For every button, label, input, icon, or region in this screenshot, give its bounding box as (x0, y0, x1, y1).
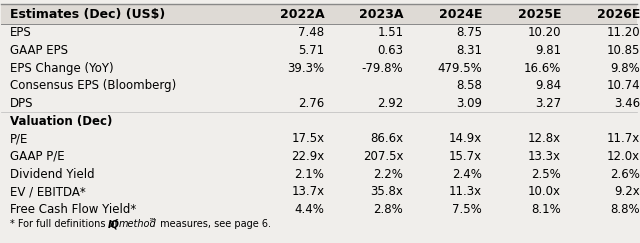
FancyBboxPatch shape (1, 148, 637, 165)
Text: 9.84: 9.84 (535, 79, 561, 92)
Text: 16.6%: 16.6% (524, 62, 561, 75)
Text: 8.8%: 8.8% (611, 203, 640, 216)
Text: 2.4%: 2.4% (452, 168, 483, 181)
Text: Dividend Yield: Dividend Yield (10, 168, 95, 181)
Text: GAAP EPS: GAAP EPS (10, 44, 68, 57)
Text: 3.09: 3.09 (456, 97, 483, 110)
Text: 11.7x: 11.7x (607, 132, 640, 145)
Text: 2025E: 2025E (518, 8, 561, 21)
Text: IQ: IQ (108, 219, 120, 229)
Text: 0.63: 0.63 (378, 44, 403, 57)
Text: 22.9x: 22.9x (291, 150, 324, 163)
Text: 14.9x: 14.9x (449, 132, 483, 145)
Text: 5.71: 5.71 (298, 44, 324, 57)
Text: 8.75: 8.75 (456, 26, 483, 39)
Text: 3.27: 3.27 (535, 97, 561, 110)
Text: 2.92: 2.92 (377, 97, 403, 110)
Text: 2.8%: 2.8% (374, 203, 403, 216)
Text: 9.2x: 9.2x (614, 185, 640, 198)
Text: 10.0x: 10.0x (528, 185, 561, 198)
Text: 3.46: 3.46 (614, 97, 640, 110)
Text: 2.76: 2.76 (298, 97, 324, 110)
Text: 4.4%: 4.4% (294, 203, 324, 216)
Text: 13.7x: 13.7x (291, 185, 324, 198)
Text: 11.3x: 11.3x (449, 185, 483, 198)
Text: 8.31: 8.31 (456, 44, 483, 57)
Text: 2.6%: 2.6% (610, 168, 640, 181)
FancyBboxPatch shape (1, 200, 637, 218)
Text: 2.5%: 2.5% (531, 168, 561, 181)
Text: Valuation (Dec): Valuation (Dec) (10, 115, 113, 128)
Text: 2026E: 2026E (596, 8, 640, 21)
Text: P/E: P/E (10, 132, 29, 145)
Text: 11.20: 11.20 (606, 26, 640, 39)
Text: 8.58: 8.58 (456, 79, 483, 92)
Text: measures, see page 6.: measures, see page 6. (157, 219, 271, 229)
Text: 9.8%: 9.8% (611, 62, 640, 75)
FancyBboxPatch shape (1, 130, 637, 148)
Text: 86.6x: 86.6x (371, 132, 403, 145)
Text: 479.5%: 479.5% (438, 62, 483, 75)
Text: 2.2%: 2.2% (374, 168, 403, 181)
Text: 2023A: 2023A (359, 8, 403, 21)
Text: 2022A: 2022A (280, 8, 324, 21)
FancyBboxPatch shape (1, 112, 637, 130)
Text: 207.5x: 207.5x (363, 150, 403, 163)
Text: DPS: DPS (10, 97, 34, 110)
Text: 13.3x: 13.3x (528, 150, 561, 163)
Text: 7.5%: 7.5% (452, 203, 483, 216)
Text: 2024E: 2024E (439, 8, 483, 21)
Text: 10.20: 10.20 (527, 26, 561, 39)
FancyBboxPatch shape (1, 4, 637, 24)
Text: EV / EBITDA*: EV / EBITDA* (10, 185, 86, 198)
FancyBboxPatch shape (1, 42, 637, 59)
Text: Estimates (Dec) (US$): Estimates (Dec) (US$) (10, 8, 166, 21)
FancyBboxPatch shape (1, 165, 637, 183)
Text: Consensus EPS (Bloomberg): Consensus EPS (Bloomberg) (10, 79, 177, 92)
Text: 10.74: 10.74 (606, 79, 640, 92)
Text: -79.8%: -79.8% (362, 62, 403, 75)
Text: 9.81: 9.81 (535, 44, 561, 57)
Text: 39.3%: 39.3% (287, 62, 324, 75)
Text: 1.51: 1.51 (377, 26, 403, 39)
Text: Free Cash Flow Yield*: Free Cash Flow Yield* (10, 203, 136, 216)
Text: * For full definitions of: * For full definitions of (10, 219, 121, 229)
Text: 12.0x: 12.0x (607, 150, 640, 163)
Text: EPS Change (YoY): EPS Change (YoY) (10, 62, 114, 75)
Text: GAAP P/E: GAAP P/E (10, 150, 65, 163)
FancyBboxPatch shape (1, 77, 637, 95)
Text: ℠: ℠ (148, 217, 156, 226)
Text: 12.8x: 12.8x (528, 132, 561, 145)
FancyBboxPatch shape (1, 95, 637, 112)
Text: 10.85: 10.85 (607, 44, 640, 57)
FancyBboxPatch shape (1, 59, 637, 77)
Text: 17.5x: 17.5x (291, 132, 324, 145)
Text: 2.1%: 2.1% (294, 168, 324, 181)
Text: method: method (118, 219, 156, 229)
Text: 35.8x: 35.8x (371, 185, 403, 198)
FancyBboxPatch shape (1, 183, 637, 200)
Text: 8.1%: 8.1% (531, 203, 561, 216)
Text: EPS: EPS (10, 26, 32, 39)
Text: 15.7x: 15.7x (449, 150, 483, 163)
Text: 7.48: 7.48 (298, 26, 324, 39)
FancyBboxPatch shape (1, 24, 637, 42)
